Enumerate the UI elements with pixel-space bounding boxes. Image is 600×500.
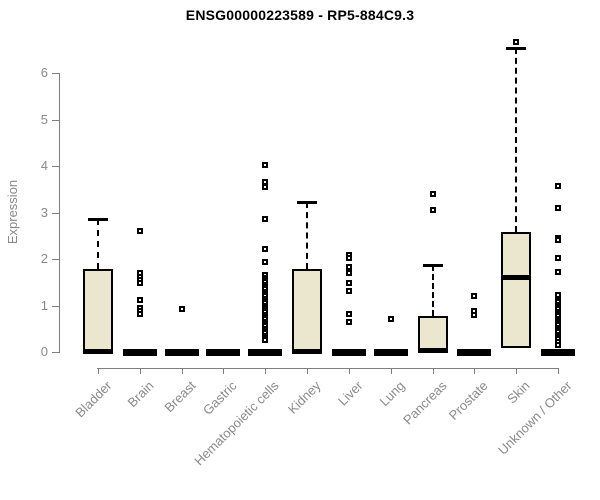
x-tick — [516, 368, 518, 374]
outlier-point — [136, 296, 143, 303]
chart-title: ENSG00000223589 - RP5-884C9.3 — [185, 7, 415, 23]
x-tick — [307, 368, 309, 374]
y-tick-label: 6 — [40, 65, 48, 80]
box-pancreas — [417, 315, 448, 352]
y-tick — [52, 305, 59, 307]
y-tick — [52, 119, 59, 121]
outlier-point — [387, 315, 394, 322]
outlier-point — [262, 162, 269, 169]
outlier-point — [555, 255, 562, 262]
flat-box-hematopoietic-cells — [248, 349, 283, 356]
x-tick — [139, 368, 141, 374]
x-tick — [474, 368, 476, 374]
outlier-point — [471, 311, 478, 318]
outlier-point — [555, 182, 562, 189]
whisker-pancreas — [431, 265, 434, 316]
whisker-kidney — [306, 202, 309, 270]
flat-box-liver — [331, 349, 366, 356]
y-tick-label: 4 — [40, 158, 48, 173]
outlier-point — [262, 258, 269, 265]
flat-box-lung — [373, 349, 408, 356]
flat-box-unknown-other — [541, 349, 576, 356]
median-skin — [501, 275, 532, 281]
x-tick — [265, 368, 267, 374]
outlier-point — [136, 279, 143, 286]
x-axis-line — [97, 368, 560, 369]
outlier-point — [262, 336, 269, 343]
whisker-bladder — [97, 219, 99, 270]
outlier-point — [555, 291, 562, 298]
whisker-cap-bladder — [88, 218, 108, 221]
outlier-point — [555, 204, 562, 211]
x-tick — [181, 368, 183, 374]
y-tick-label: 0 — [40, 344, 48, 359]
y-tick — [52, 352, 59, 353]
y-tick-label: 1 — [40, 297, 48, 313]
y-tick — [52, 259, 59, 260]
box-bladder — [83, 269, 113, 352]
x-tick — [98, 368, 99, 374]
y-tick-label: 3 — [40, 204, 48, 220]
x-tick — [348, 368, 350, 374]
y-axis-line — [59, 73, 60, 353]
outlier-point — [513, 38, 520, 45]
outlier-point — [136, 228, 143, 235]
outlier-point — [262, 216, 269, 222]
box-kidney — [292, 269, 323, 352]
y-tick-label: 5 — [40, 111, 48, 127]
outlier-point — [345, 263, 352, 270]
outlier-point — [345, 287, 352, 294]
outlier-point — [136, 311, 143, 318]
median-pancreas — [417, 348, 448, 354]
median-kidney — [292, 349, 323, 355]
outlier-point — [262, 178, 269, 185]
outlier-point — [471, 293, 478, 300]
outlier-point — [429, 190, 436, 197]
median-bladder — [83, 349, 113, 355]
outlier-point — [345, 269, 352, 276]
whisker-cap-pancreas — [422, 264, 443, 268]
flat-box-gastric — [206, 349, 241, 356]
y-tick-label: 2 — [40, 251, 48, 266]
y-tick — [52, 73, 59, 74]
outlier-point — [555, 237, 562, 244]
outlier-point — [429, 206, 436, 213]
x-tick — [390, 368, 392, 374]
whisker-cap-skin — [506, 46, 527, 50]
whisker-cap-kidney — [297, 201, 318, 205]
outlier-point — [345, 310, 352, 317]
flat-box-prostate — [457, 349, 492, 356]
outlier-point — [345, 255, 352, 262]
y-tick — [52, 166, 59, 167]
outlier-point — [345, 280, 352, 287]
outlier-point — [262, 245, 269, 252]
outlier-point — [262, 183, 269, 190]
y-tick — [52, 212, 59, 214]
outlier-point — [555, 342, 562, 349]
flat-box-brain — [122, 349, 157, 356]
flat-box-breast — [164, 349, 199, 356]
whisker-skin — [515, 47, 518, 232]
outlier-point — [555, 269, 562, 276]
outlier-point — [178, 305, 185, 312]
x-tick — [432, 368, 434, 374]
box-skin — [501, 232, 532, 349]
outlier-point — [345, 318, 352, 325]
x-tick — [558, 368, 560, 374]
x-tick — [223, 368, 225, 374]
